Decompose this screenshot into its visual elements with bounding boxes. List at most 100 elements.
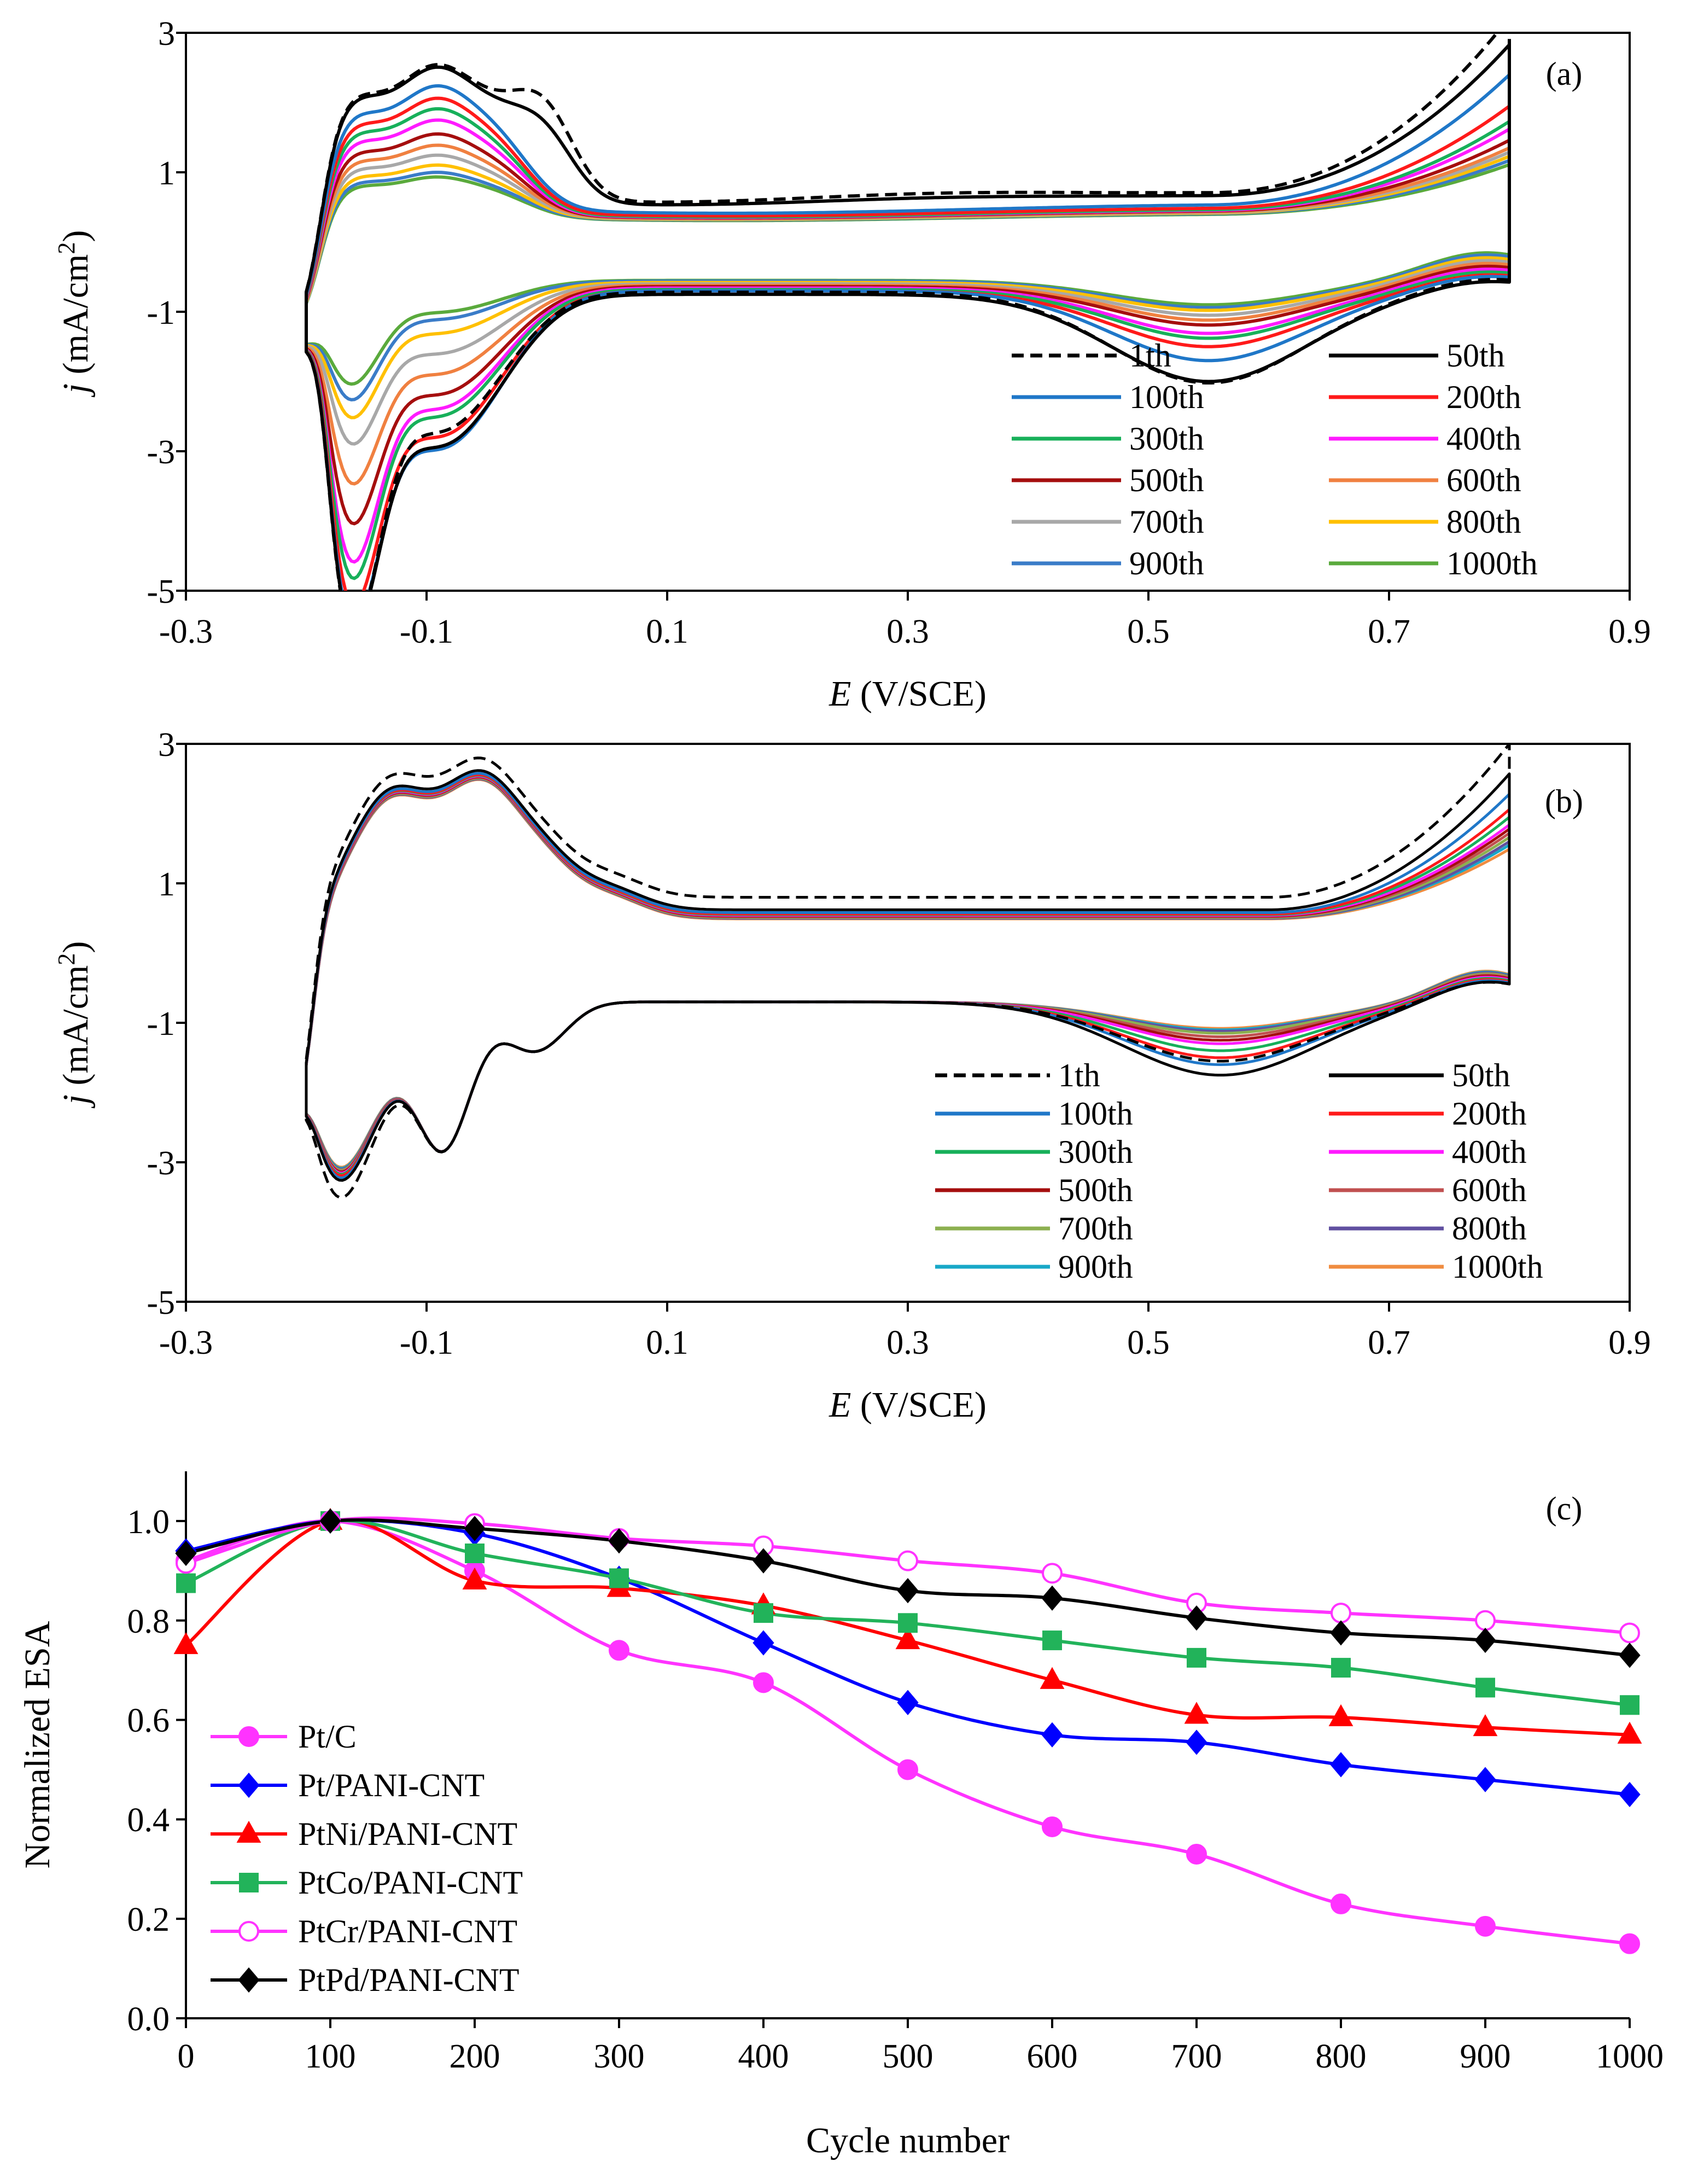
panel-b-y-title-symbol: j [56,1094,96,1109]
panel-b-y-title-unit: (mA/cm [56,965,96,1094]
data-point-PtNi/PANI-CNT [895,1627,920,1650]
data-point-Pt/PANI-CNT [1041,1722,1063,1748]
data-point-PtCo/PANI-CNT [1187,1647,1206,1668]
panel-b-y-axis-title: j (mA/cm2) [53,941,96,1109]
panel-c-xtick-label: 100 [305,2038,356,2075]
data-point-Pt/C [1619,1933,1640,1954]
data-point-PtCo/PANI-CNT [1042,1630,1062,1651]
panel-a-xtick-label: 0.9 [1608,613,1651,650]
panel-a-x-axis-title: E (V/SCE) [829,674,987,714]
legend-label-1th: 1th [1129,337,1171,374]
panel-a-xtick-label: 0.5 [1127,613,1170,650]
legend-label-50th: 50th [1452,1057,1510,1093]
panel-c-x-axis-title: Cycle number [806,2121,1010,2160]
legend-label-900th: 900th [1129,545,1204,581]
cv-curve-1th [305,744,1511,1199]
legend-label-400th: 400th [1452,1134,1527,1170]
data-point-Pt/C [1042,1816,1063,1837]
data-point-PtNi/PANI-CNT [1473,1714,1498,1737]
panel-c-ytick-label: 1.0 [127,1504,170,1541]
panel-a-xtick-label: 0.1 [646,613,689,650]
panel-c-ytick-label: 0.8 [127,1603,170,1640]
data-point-Pt/C [1186,1844,1207,1865]
panel-b-x-axis-title: E (V/SCE) [829,1385,987,1425]
data-point-PtNi/PANI-CNT [1184,1702,1209,1724]
data-point-PtPd/PANI-CNT [897,1578,919,1604]
panel-b-x-title-unit: (V/SCE) [851,1385,987,1425]
data-point-Pt/C [753,1672,774,1693]
legend-label-700th: 700th [1129,504,1204,540]
data-point-PtCr/PANI-CNT [1475,1610,1496,1631]
panel-b-xtick-label: 0.9 [1608,1324,1651,1361]
legend-marker-PtCo/PANI-CNT [239,1873,259,1892]
data-point-PtCo/PANI-CNT [898,1613,918,1633]
panel-b-xtick-label: 0.7 [1368,1324,1410,1361]
panel-b-xtick-label: 0.3 [886,1324,929,1361]
panel-a-ytick-label: 3 [158,15,175,53]
series-line-PtNi/PANI-CNT [185,1518,1630,1737]
panel-b-curves [305,744,1511,1199]
data-point-PtPd/PANI-CNT [1041,1585,1063,1611]
data-point-Pt/C [1475,1915,1496,1937]
panel-a-xtick-label: -0.3 [159,613,213,650]
legend-label-800th: 800th [1446,504,1521,540]
panel-c-xtick-label: 700 [1171,2038,1222,2075]
panel-a-xtick-label: -0.1 [400,613,453,650]
panel-b-xtick-label: -0.3 [159,1324,213,1361]
data-point-PtNi/PANI-CNT [173,1632,199,1655]
legend-label-Pt/C: Pt/C [298,1719,357,1755]
legend-label-600th: 600th [1446,462,1521,498]
panel-a-y-title-close: ) [56,230,96,242]
panel-c-series [173,1507,1642,1954]
panel-c-ytick-label: 0.0 [127,2001,170,2038]
data-point-PtCr/PANI-CNT [1331,1603,1351,1624]
panel-c-xtick-label: 1000 [1596,2038,1664,2075]
data-point-PtPd/PANI-CNT [1330,1620,1352,1646]
data-point-PtPd/PANI-CNT [319,1508,341,1534]
panel-b-ytick-label: 3 [158,726,175,764]
data-point-PtCr/PANI-CNT [1619,1622,1640,1644]
panel-a-chart: 3 1 -1 -3 -5 -0.3 -0.1 0.1 0.3 0.5 0.7 0… [53,15,1651,714]
data-point-PtCo/PANI-CNT [754,1603,773,1623]
panel-c-tag: (c) [1546,1490,1583,1527]
panel-c-y-axis-title: Normalized ESA [17,1621,57,1868]
panel-c-xtick-label: 600 [1027,2038,1078,2075]
legend-label-PtCr/PANI-CNT: PtCr/PANI-CNT [298,1913,517,1949]
data-point-Pt/C [897,1759,918,1780]
panel-b-axis-ticks [176,743,1631,1312]
panel-c-xtick-label: 500 [883,2038,933,2075]
data-point-PtCo/PANI-CNT [609,1568,629,1588]
data-point-PtNi/PANI-CNT [1328,1704,1353,1726]
data-point-PtCo/PANI-CNT [1331,1658,1351,1678]
data-point-Pt/PANI-CNT [1186,1729,1207,1755]
panel-c-axis-ticks [176,1519,1631,2028]
panel-c-chart: 0.0 0.2 0.4 0.6 0.8 1.0 0 100 200 300 40… [17,1471,1664,2160]
panel-b-legend: 1th 50th 100th 200th 300th 400th 500th 600th 700… [935,1057,1543,1285]
panel-a-ytick-label: -5 [147,573,175,610]
legend-label-500th: 500th [1058,1172,1133,1208]
legend-label-1000th: 1000th [1446,545,1538,581]
panel-a-y-axis-title: j (mA/cm2) [53,230,96,398]
panel-b-ytick-label: 1 [158,866,175,903]
legend-label-PtCo/PANI-CNT: PtCo/PANI-CNT [298,1865,523,1901]
panel-b-ytick-label: -5 [147,1284,175,1321]
panel-b-y-title-sup: 2 [53,953,80,965]
panel-a-x-title-unit: (V/SCE) [851,674,987,714]
legend-marker-PtCr/PANI-CNT [238,1921,259,1942]
cv-curve-800th [305,777,1511,1171]
panel-a-curves [305,33,1511,591]
legend-label-300th: 300th [1129,421,1204,457]
panel-b-xtick-label: -0.1 [400,1324,453,1361]
data-point-Pt/PANI-CNT [752,1630,774,1656]
panel-b-xtick-label: 0.1 [646,1324,689,1361]
panel-b-y-title-close: ) [56,941,96,953]
panel-a-xtick-label: 0.3 [886,613,929,650]
legend-label-100th: 100th [1058,1096,1133,1132]
data-point-Pt/PANI-CNT [1619,1781,1641,1807]
panel-b-x-title-symbol: E [829,1385,851,1425]
cv-curve-50th [305,43,1511,591]
panel-c-ytick-label: 0.4 [127,1802,170,1839]
panel-b-tag: (b) [1545,783,1583,819]
data-point-PtCo/PANI-CNT [1475,1678,1495,1698]
